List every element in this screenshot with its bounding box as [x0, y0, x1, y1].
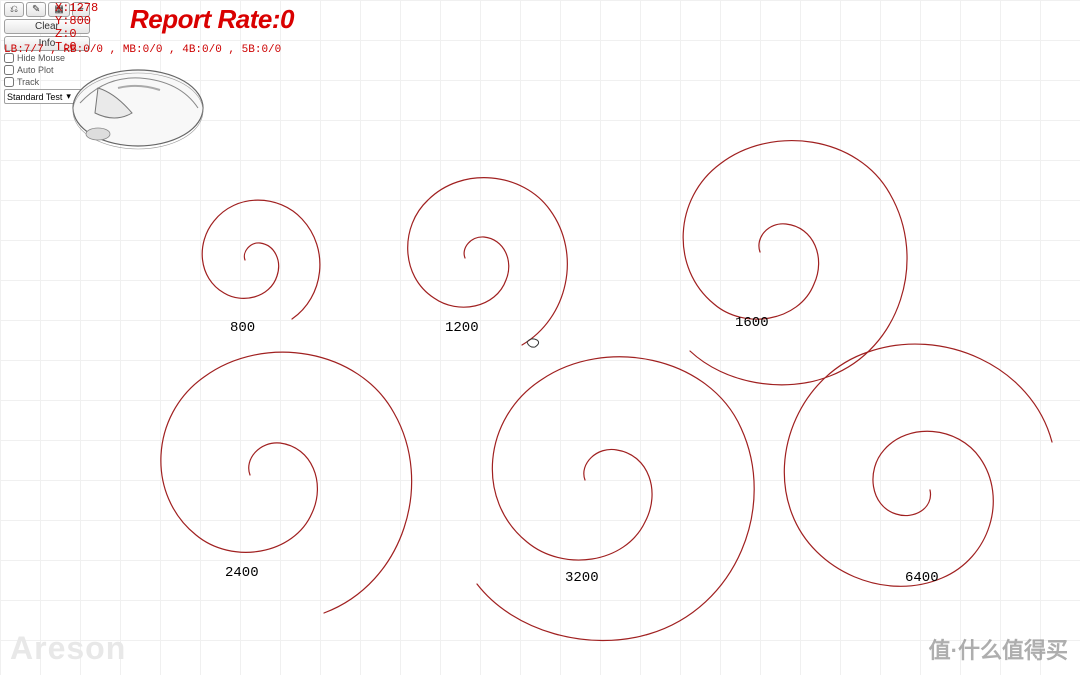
spiral-label: 1600 [735, 315, 769, 331]
draw-icon[interactable]: ✎ [26, 2, 46, 17]
test-mode-value: Standard Test [7, 92, 62, 102]
mouse-button-stats: LB:7/7 , RB:0/0 , MB:0/0 , 4B:0/0 , 5B:0… [4, 44, 281, 56]
auto-plot-label: Auto Plot [17, 65, 54, 75]
spiral-label: 3200 [565, 570, 599, 586]
undo-icon[interactable]: ⎌ [4, 2, 24, 17]
watermark-right: 值·什么值得买 [929, 633, 1068, 665]
cursor-doodle [525, 336, 543, 350]
track-label: Track [17, 77, 39, 87]
watermark-left: Areson [10, 630, 126, 667]
report-rate-header: Report Rate:0 [130, 4, 294, 35]
spiral-label: 1200 [445, 320, 479, 336]
spiral-label: 6400 [905, 570, 939, 586]
spiral-label: 2400 [225, 565, 259, 581]
mouse-illustration [60, 58, 210, 153]
spiral-label: 800 [230, 320, 255, 336]
